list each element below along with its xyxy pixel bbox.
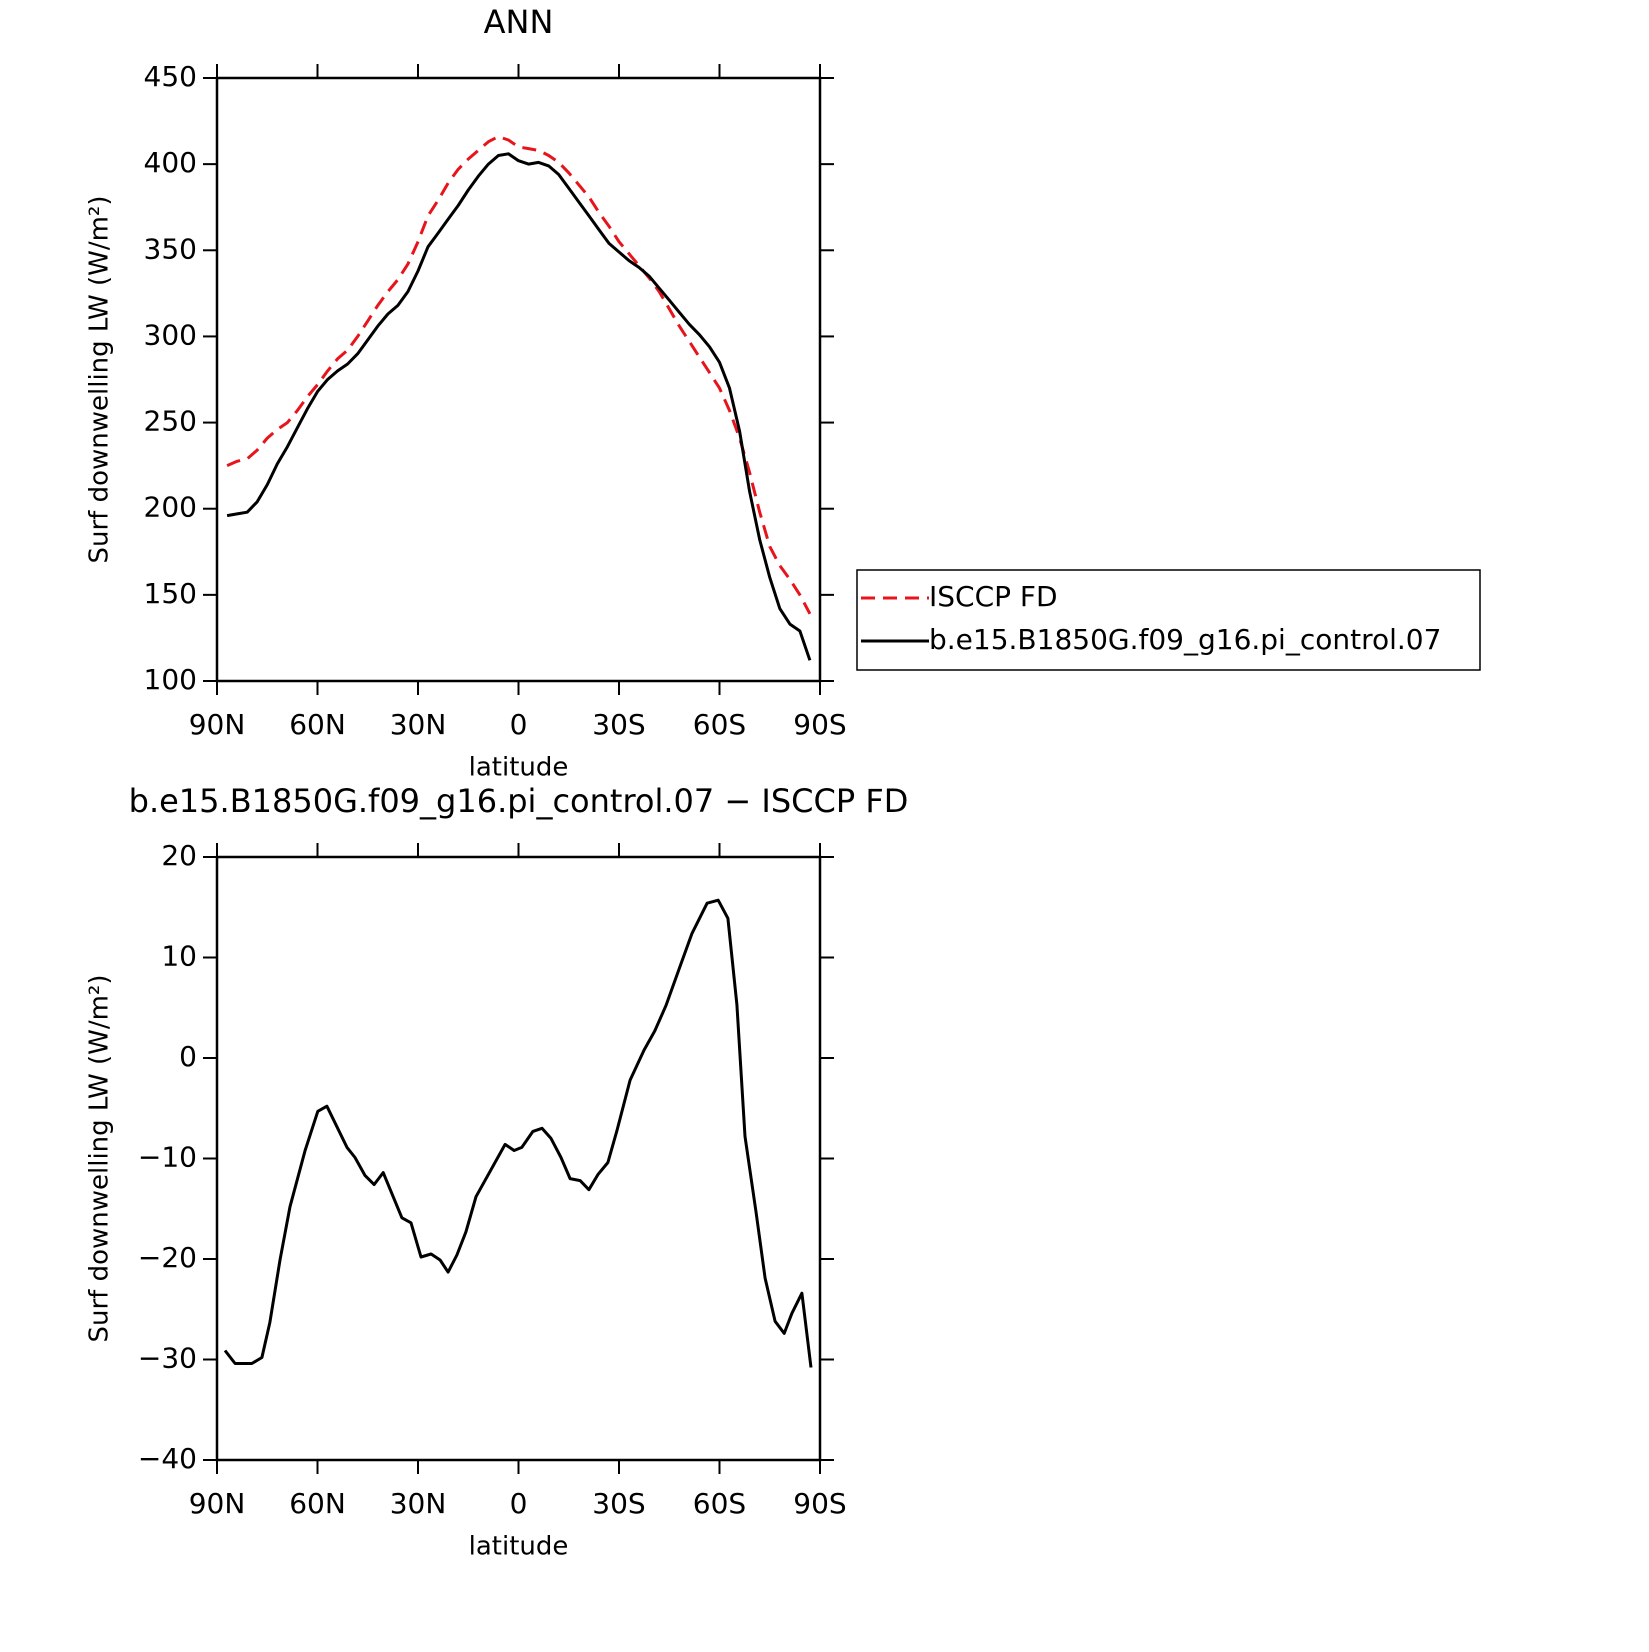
y-tick-label: 100 bbox=[144, 663, 197, 696]
y-tick-label: 20 bbox=[161, 839, 197, 872]
x-tick-label: 30N bbox=[390, 1487, 447, 1520]
data-line bbox=[223, 898, 813, 1368]
y-tick-label: 200 bbox=[144, 491, 197, 524]
y-tick-label: −30 bbox=[138, 1342, 197, 1375]
x-tick-label: 90N bbox=[189, 708, 246, 741]
y-tick-label: 350 bbox=[144, 232, 197, 265]
data-line bbox=[226, 152, 812, 661]
y-axis-label: Surf downwelling LW (W/m²) bbox=[85, 196, 115, 564]
y-tick-label: 300 bbox=[144, 318, 197, 351]
legend-label: b.e15.B1850G.f09_g16.pi_control.07 bbox=[929, 623, 1441, 656]
y-axis-label: Surf downwelling LW (W/m²) bbox=[85, 975, 115, 1343]
x-axis-label: latitude bbox=[469, 1532, 569, 1562]
x-tick-label: 60N bbox=[289, 1487, 346, 1520]
chart-title: ANN bbox=[484, 3, 554, 41]
x-tick-label: 0 bbox=[510, 1487, 528, 1520]
x-tick-label: 30S bbox=[592, 1487, 645, 1520]
plot-frame bbox=[215, 76, 822, 683]
y-tick-label: −20 bbox=[138, 1241, 197, 1274]
x-tick-label: 90S bbox=[793, 708, 846, 741]
x-tick-label: 60S bbox=[693, 708, 746, 741]
x-tick-label: 30N bbox=[390, 708, 447, 741]
x-tick-label: 60S bbox=[693, 1487, 746, 1520]
legend-box bbox=[856, 569, 1481, 671]
y-tick-label: 250 bbox=[144, 405, 197, 438]
x-tick-label: 90N bbox=[189, 1487, 246, 1520]
y-tick-label: 0 bbox=[179, 1040, 197, 1073]
y-tick-label: 10 bbox=[161, 940, 197, 973]
data-line bbox=[226, 135, 812, 615]
y-tick-label: 150 bbox=[144, 577, 197, 610]
x-tick-label: 60N bbox=[289, 708, 346, 741]
legend-label: ISCCP FD bbox=[929, 580, 1058, 613]
x-axis-label: latitude bbox=[469, 753, 569, 783]
x-tick-label: 0 bbox=[510, 708, 528, 741]
chart-title: b.e15.B1850G.f09_g16.pi_control.07 − ISC… bbox=[129, 782, 909, 820]
y-tick-label: −10 bbox=[138, 1141, 197, 1174]
y-tick-label: −40 bbox=[138, 1442, 197, 1475]
y-tick-label: 400 bbox=[144, 146, 197, 179]
y-tick-label: 450 bbox=[144, 60, 197, 93]
x-tick-label: 90S bbox=[793, 1487, 846, 1520]
x-tick-label: 30S bbox=[592, 708, 645, 741]
